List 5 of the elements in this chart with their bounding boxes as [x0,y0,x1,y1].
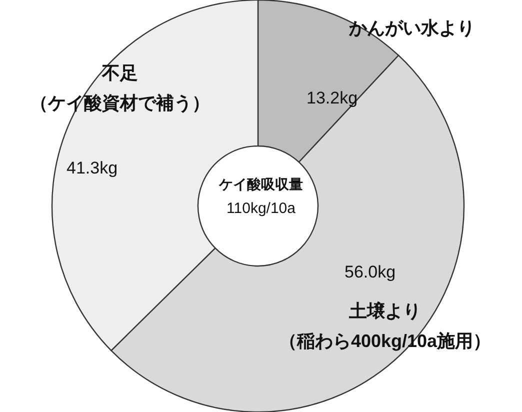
data-label: 41.3kg [66,158,118,178]
text: ケイ酸吸収量 [218,176,303,192]
data-label: 56.0kg [344,262,396,282]
data-label: 13.2kg [306,88,358,108]
text: 110kg/10a [226,200,296,217]
